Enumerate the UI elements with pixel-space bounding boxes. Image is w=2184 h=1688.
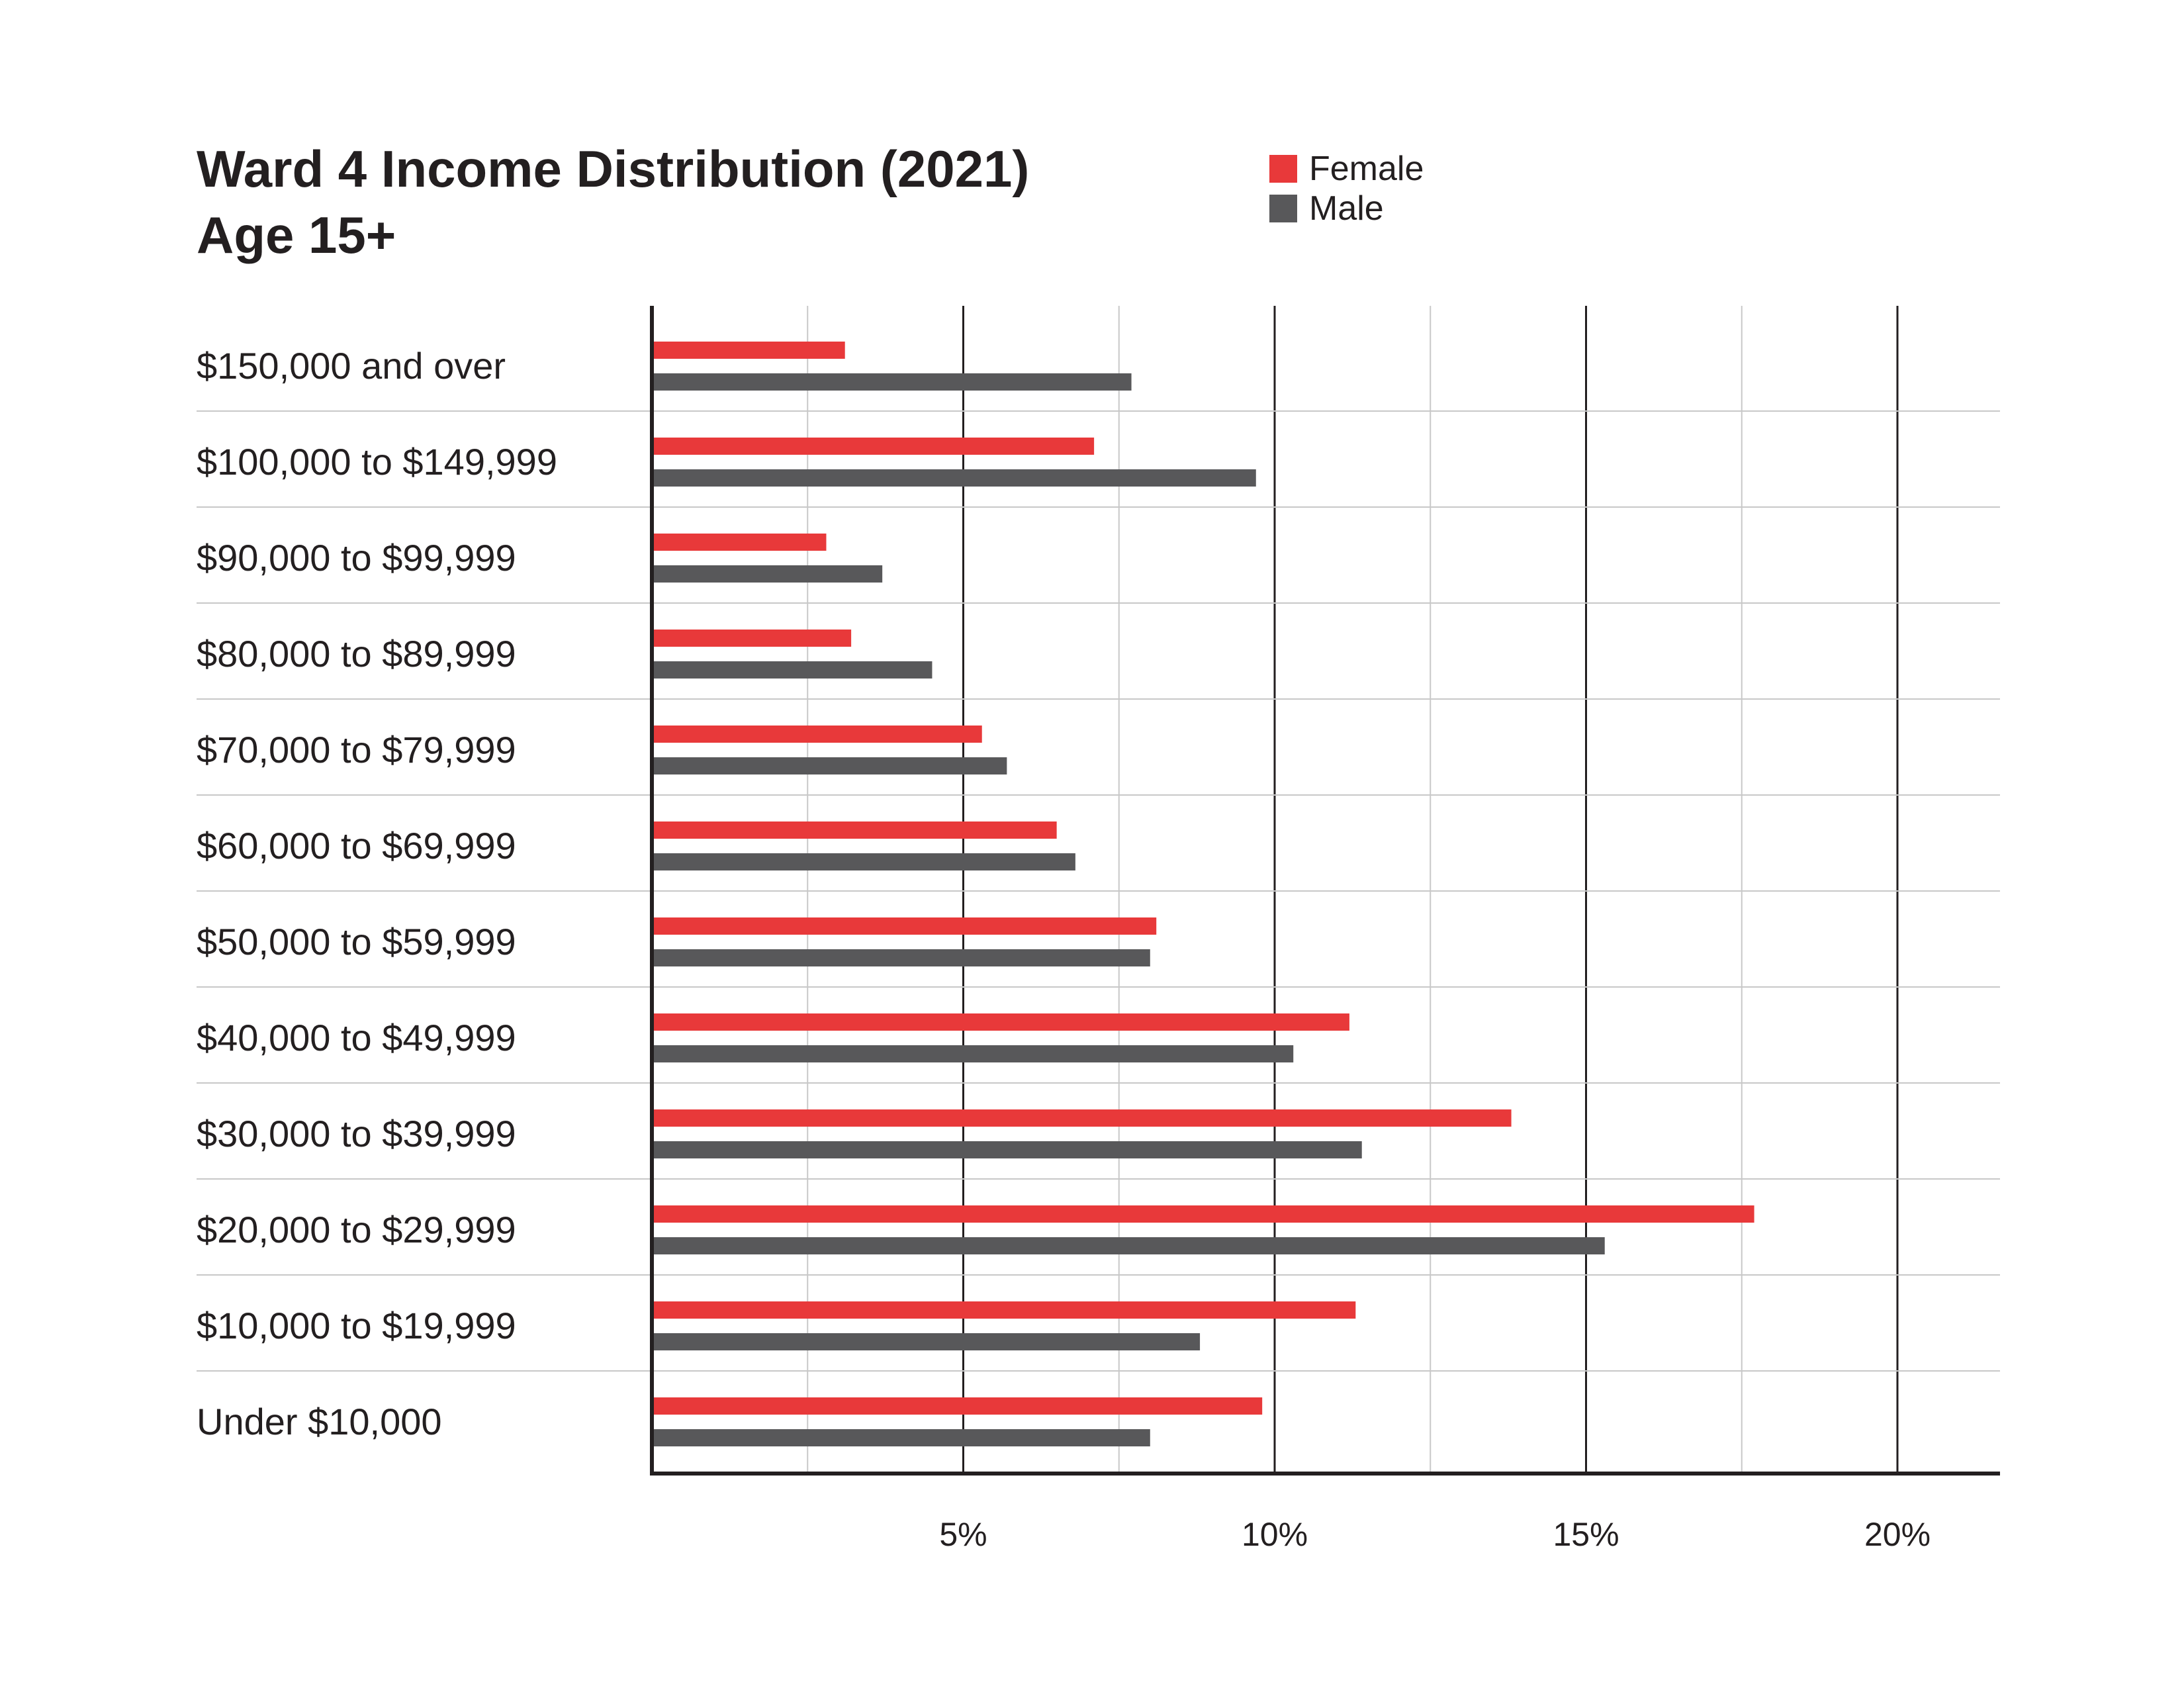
category-label: $30,000 to $39,999 — [197, 1113, 516, 1154]
bar-male — [652, 757, 1007, 774]
bar-female — [652, 438, 1095, 455]
legend-item-male: Male — [1269, 189, 1384, 228]
category-label: $100,000 to $149,999 — [197, 441, 557, 483]
bar-male — [652, 853, 1075, 870]
bar-male — [652, 1429, 1150, 1446]
category-label: $10,000 to $19,999 — [197, 1305, 516, 1346]
category-label: $20,000 to $29,999 — [197, 1209, 516, 1250]
bar-female — [652, 917, 1157, 935]
category-label: $40,000 to $49,999 — [197, 1017, 516, 1058]
category-label: $80,000 to $89,999 — [197, 633, 516, 675]
bar-female — [652, 630, 852, 647]
bar-female — [652, 342, 845, 359]
bar-female — [652, 1205, 1754, 1223]
legend-item-female: Female — [1269, 149, 1424, 189]
bar-female — [652, 1397, 1263, 1415]
category-label: Under $10,000 — [197, 1401, 442, 1442]
bar-male — [652, 661, 933, 679]
bar-female — [652, 1301, 1356, 1319]
bar-female — [652, 821, 1057, 839]
bar-female — [652, 534, 827, 551]
bar-male — [652, 949, 1150, 966]
category-label: $50,000 to $59,999 — [197, 921, 516, 962]
chart-subtitle: Age 15+ — [197, 206, 396, 264]
legend-swatch-female — [1269, 155, 1297, 183]
legend-swatch-male — [1269, 195, 1297, 222]
x-tick-label: 15% — [1553, 1516, 1619, 1553]
bar-male — [652, 1045, 1294, 1062]
bar-male — [652, 469, 1256, 487]
bar-male — [652, 373, 1132, 391]
x-tick-label: 5% — [939, 1516, 987, 1553]
bar-male — [652, 565, 883, 583]
legend-label-female: Female — [1309, 150, 1424, 188]
bar-male — [652, 1333, 1201, 1350]
bar-male — [652, 1237, 1605, 1254]
x-tick-label: 10% — [1242, 1516, 1308, 1553]
category-label: $60,000 to $69,999 — [197, 825, 516, 867]
bar-female — [652, 1013, 1349, 1031]
category-label: $70,000 to $79,999 — [197, 729, 516, 771]
legend-label-male: Male — [1309, 189, 1384, 228]
bar-male — [652, 1141, 1362, 1158]
x-tick-label: 20% — [1864, 1516, 1931, 1553]
bar-female — [652, 1109, 1512, 1127]
bar-female — [652, 726, 982, 743]
category-label: $90,000 to $99,999 — [197, 537, 516, 579]
chart-title: Ward 4 Income Distribution (2021) — [197, 140, 1030, 198]
category-label: $150,000 and over — [197, 345, 506, 387]
